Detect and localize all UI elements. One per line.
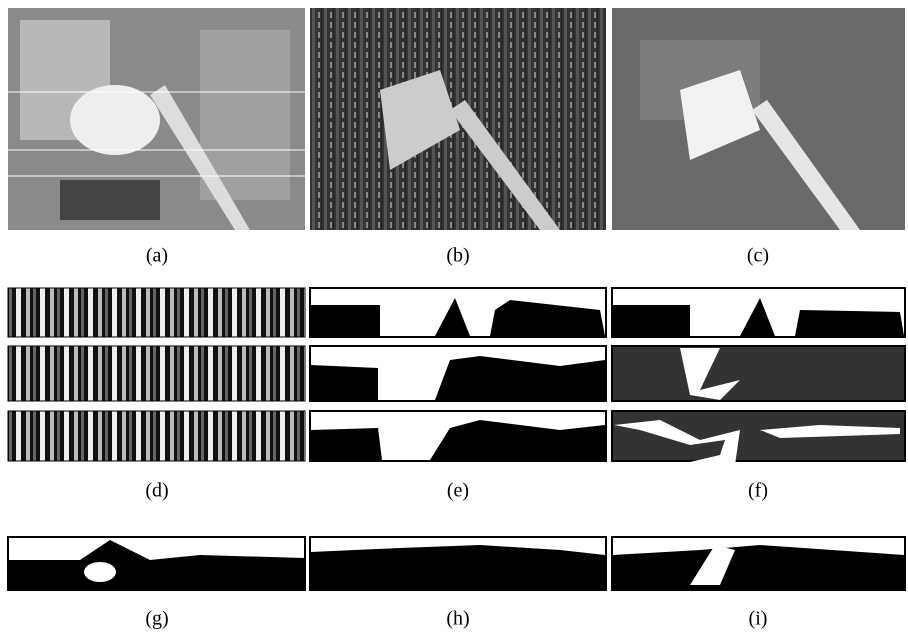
caption: (i) bbox=[749, 608, 768, 630]
caption: (a) bbox=[146, 245, 168, 267]
caption: (f) bbox=[748, 480, 768, 502]
strips-f bbox=[612, 288, 905, 465]
image-a bbox=[8, 8, 305, 230]
caption: (c) bbox=[747, 245, 769, 267]
strips-e bbox=[310, 288, 606, 461]
page: {"figure": {"panels": [ {"label": "(a)"}… bbox=[0, 0, 908, 633]
strip-g bbox=[8, 537, 305, 590]
strip-h bbox=[310, 537, 606, 590]
caption: (b) bbox=[446, 245, 469, 267]
figure: (a) (b) (c) (d) (e) (f) (g) (h) (i) bbox=[0, 0, 908, 633]
image-b bbox=[310, 8, 606, 230]
caption: (d) bbox=[145, 480, 168, 502]
caption: (g) bbox=[145, 608, 168, 630]
strip-i bbox=[612, 537, 905, 590]
caption: (h) bbox=[446, 608, 469, 630]
strips-d bbox=[8, 288, 305, 461]
image-c bbox=[612, 8, 905, 230]
caption: (e) bbox=[447, 480, 469, 502]
